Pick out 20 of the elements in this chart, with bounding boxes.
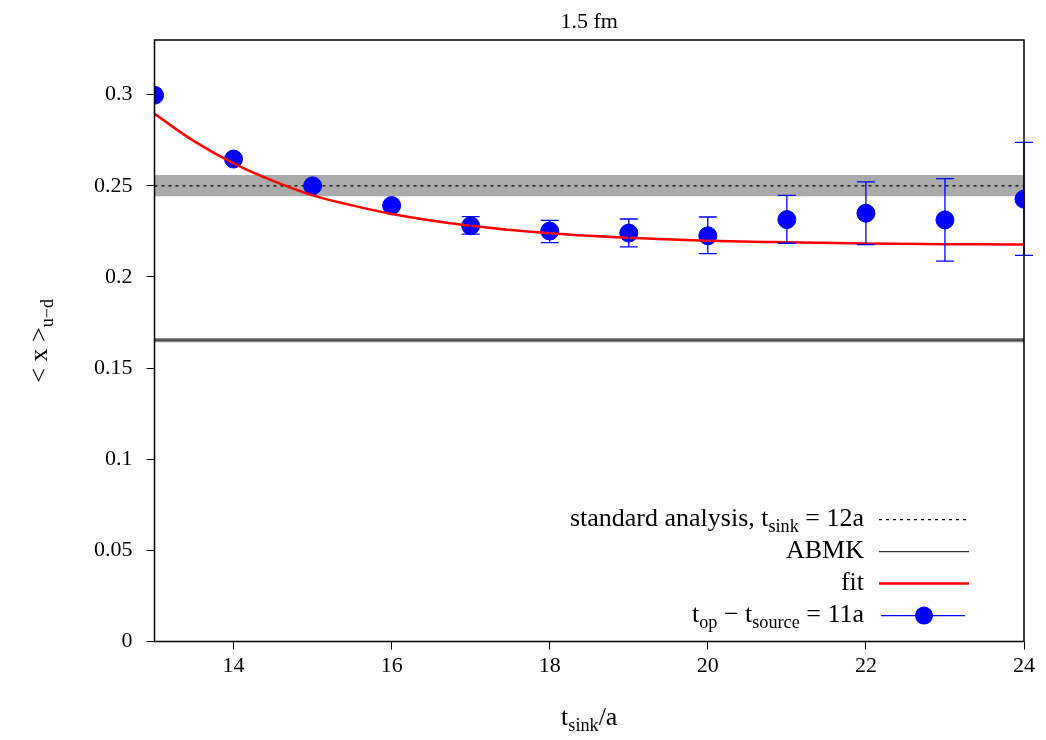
y-tick-label: 0 xyxy=(121,627,133,653)
legend-label: fit xyxy=(840,567,865,597)
chart-title: 1.5 fm xyxy=(560,7,618,33)
y-tick-label: 0.1 xyxy=(105,445,133,471)
x-tick-label: 20 xyxy=(696,651,719,677)
point xyxy=(382,196,402,216)
x-tick-label: 24 xyxy=(1013,651,1035,677)
y-axis-title: < x >u−d xyxy=(23,298,57,383)
y-tick-label: 0.15 xyxy=(94,353,133,379)
point xyxy=(303,176,323,196)
y-tick-label: 0.2 xyxy=(105,262,133,288)
x-tick-label: 18 xyxy=(538,651,561,677)
x-tick-label: 22 xyxy=(854,651,877,677)
x-tick-label: 16 xyxy=(380,651,403,677)
y-tick-label: 0.05 xyxy=(94,536,133,562)
legend-label: ABMK xyxy=(785,535,865,565)
y-tick-label: 0.25 xyxy=(94,171,133,197)
y-tick-label: 0.3 xyxy=(105,80,133,106)
x-tick-label: 14 xyxy=(222,651,245,677)
line-series xyxy=(154,112,1024,246)
